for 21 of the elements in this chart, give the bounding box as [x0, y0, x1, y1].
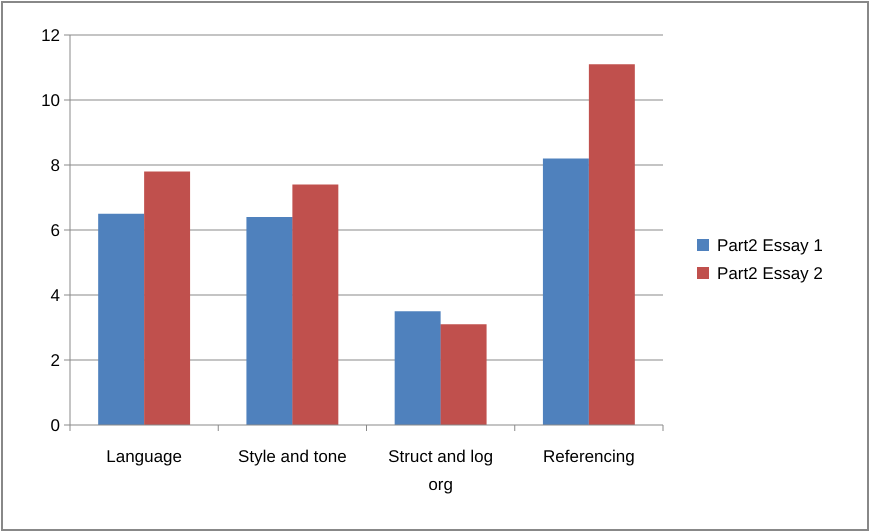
y-tick-label: 4 [50, 286, 60, 305]
bar [98, 214, 144, 425]
bar [144, 172, 190, 425]
x-tick-label: Language [106, 447, 182, 466]
x-tick-label: Struct and log org [388, 447, 494, 494]
legend-label: Part2 Essay 2 [717, 264, 823, 283]
bar [542, 158, 589, 425]
legend-label: Part2 Essay 1 [717, 236, 823, 255]
bar [292, 184, 338, 425]
y-tick-label: 2 [50, 350, 60, 370]
x-tick-label: Style and tone [238, 447, 347, 466]
bar [440, 324, 487, 425]
y-tick-label: 6 [50, 220, 60, 240]
x-tick-label: Referencing [543, 447, 635, 466]
bar [394, 311, 441, 425]
y-tick-label: 12 [41, 26, 60, 45]
y-tick-label: 10 [41, 90, 60, 110]
y-tick-label: 8 [50, 156, 60, 175]
bar [588, 64, 635, 425]
y-tick-label: 0 [50, 416, 60, 435]
bar [246, 217, 292, 425]
